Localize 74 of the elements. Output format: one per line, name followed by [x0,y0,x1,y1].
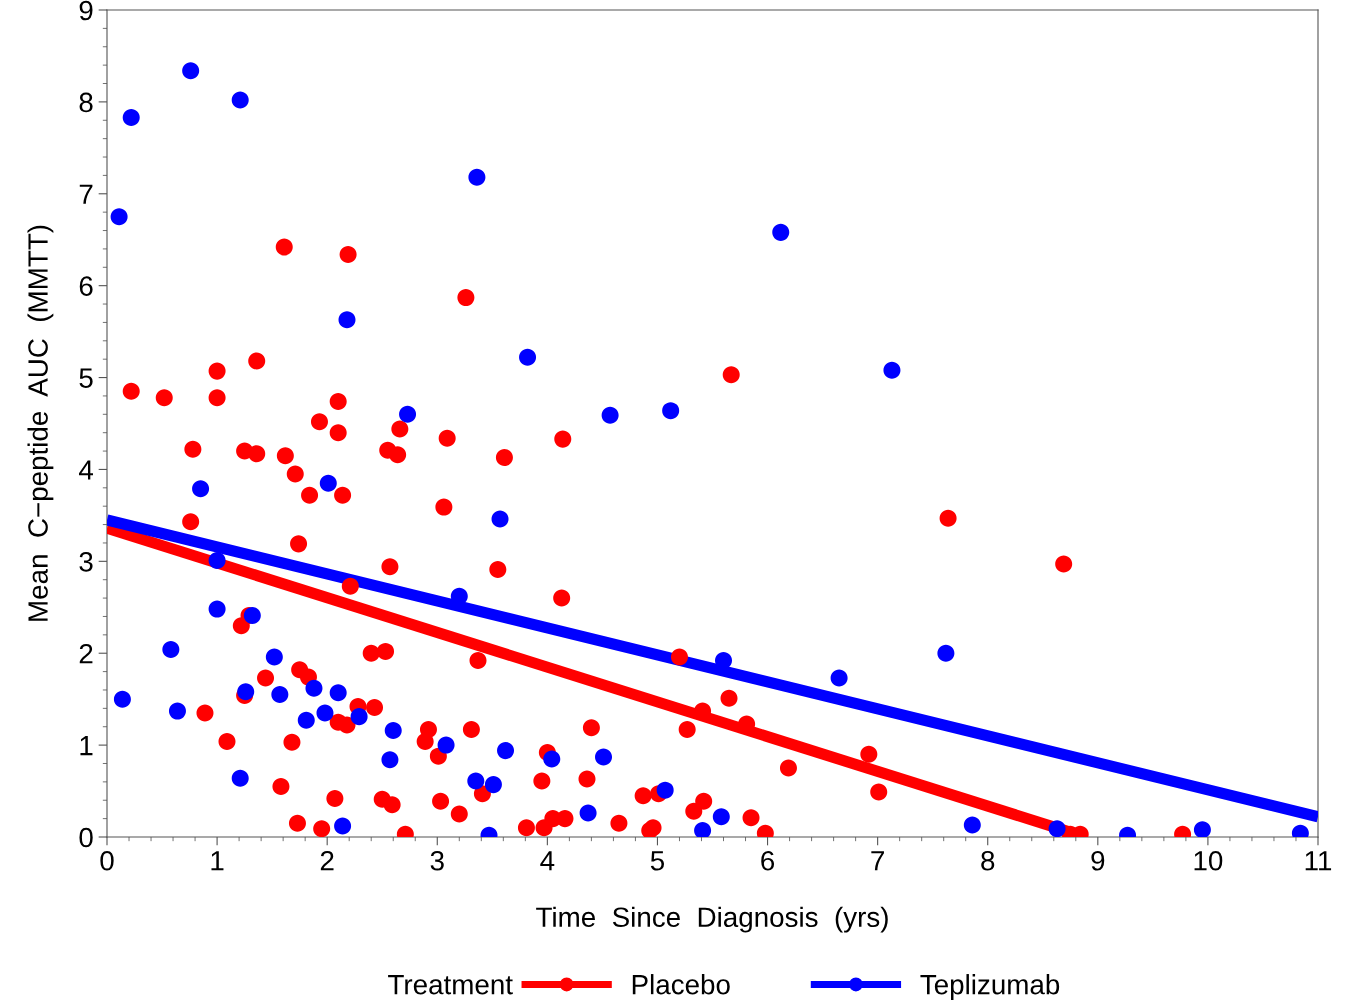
point [316,704,334,722]
y-tick-label: 1 [80,736,93,756]
point [334,817,352,835]
y-tick-label: 3 [79,552,93,572]
y-tick-label: 2 [79,643,93,664]
point [319,474,337,492]
point [437,736,455,754]
y-tick-label: 9 [79,0,93,21]
point [543,750,561,768]
point [497,742,515,760]
point [772,223,790,241]
y-tick-label: 5 [79,368,93,388]
legend-label: Placebo [632,974,730,995]
point [399,405,417,423]
point [883,361,901,379]
y-tick-label: 4 [79,460,93,480]
legend-title: Treatment [388,975,513,995]
point [231,769,249,787]
x-tick-label: 10 [1194,850,1223,871]
point [601,406,619,424]
point [656,781,674,799]
x-tick-label: 9 [1091,850,1105,871]
x-tick-label: 8 [981,850,995,871]
x-tick-label: 6 [761,850,775,871]
x-axis-title: Time Since Diagnosis (yrs) [536,906,888,933]
point [937,644,955,662]
point [231,91,249,109]
x-tick-label: 11 [1305,851,1332,871]
x-tick-label: 1 [211,851,224,871]
point [830,669,848,687]
point [265,648,283,666]
y-tick-label: 0 [79,827,93,848]
x-tick-label: 7 [871,851,884,871]
y-tick-label: 8 [79,92,93,113]
point [113,690,131,708]
point [468,168,486,186]
x-tick-label: 5 [650,851,665,871]
point [491,510,509,528]
point [168,702,186,720]
point [182,62,200,80]
point [467,772,485,790]
point [963,816,981,834]
point [519,348,537,366]
y-tick-label: 7 [79,184,93,204]
legend-label: Teplizumab [920,974,1060,1000]
x-tick-label: 4 [540,851,555,871]
y-axis-title: Mean C−peptide AUC (MMTT) [27,225,54,621]
point [271,686,289,704]
point [338,311,356,329]
point [122,109,140,127]
point [162,641,180,659]
point [192,480,210,498]
point [297,711,315,729]
x-tick-label: 3 [430,850,444,871]
point [595,748,613,766]
point [329,684,347,702]
point [384,721,402,739]
x-tick-label: 2 [320,850,334,871]
point [110,208,128,226]
point [579,804,597,822]
point [1048,820,1066,837]
point [305,679,323,697]
point [237,683,255,701]
point [208,600,226,618]
point [208,551,226,569]
point [662,402,680,420]
point [1193,821,1211,837]
point [712,808,730,826]
point [350,708,368,726]
point [694,822,712,837]
y-tick-label: 6 [79,276,93,297]
point [381,751,399,769]
point [484,776,502,794]
x-tick-label: 0 [100,850,114,871]
